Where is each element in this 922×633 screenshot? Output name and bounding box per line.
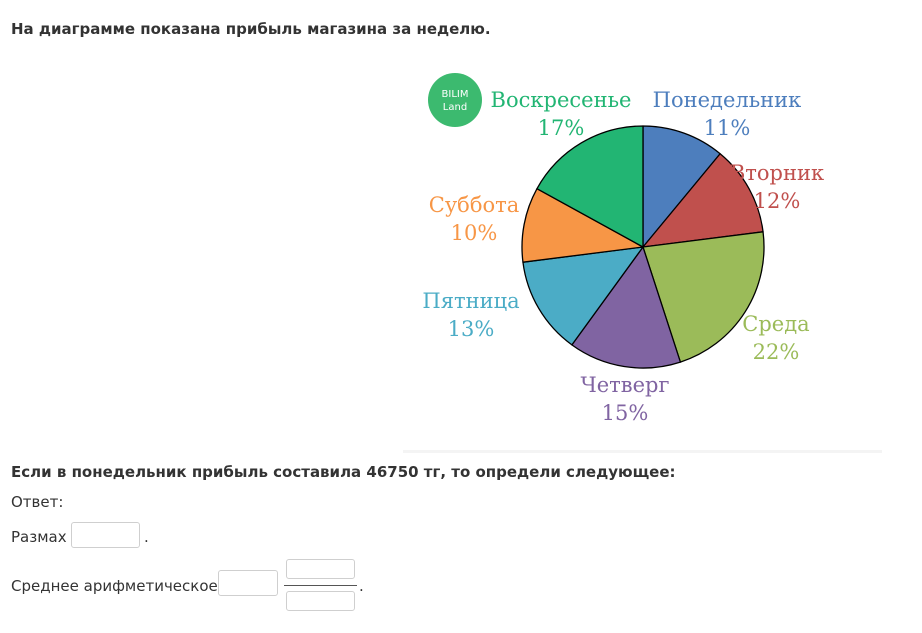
logo-text-line1: BILIM (442, 89, 469, 100)
pie-slice-1 (642, 125, 721, 248)
pie-slice-3 (642, 231, 765, 363)
bilim-land-logo: BILIM Land (428, 73, 482, 127)
pie-value-7: 17% (538, 116, 585, 140)
pie-value-4: 15% (602, 401, 649, 425)
pie-label-3: Среда (742, 312, 809, 336)
pie-label-5: Пятница (422, 289, 519, 313)
pie-slice-6 (521, 188, 644, 263)
pie-value-5: 13% (448, 317, 495, 341)
pie-slice-4 (571, 246, 682, 369)
logo-circle (428, 73, 482, 127)
range-input[interactable] (71, 522, 140, 548)
mean-numerator-input[interactable] (286, 559, 355, 579)
range-label: Размах (11, 528, 67, 546)
mean-whole-input[interactable] (218, 570, 278, 596)
pie-chart: BILIM Land Понедельник 11% Вторник 12% Среда… (403, 60, 882, 452)
answer-label: Ответ: (11, 493, 64, 511)
pie-slice-7 (536, 125, 644, 248)
pie-label-1: Понедельник (653, 88, 802, 112)
pie-value-1: 11% (704, 116, 751, 140)
pie-value-3: 22% (753, 340, 800, 364)
question-task: Если в понедельник прибыль составила 467… (11, 463, 676, 481)
pie-label-2: Вторник (730, 161, 824, 185)
pie-label-7: Воскресенье (491, 88, 632, 112)
mean-denominator-input[interactable] (286, 591, 355, 611)
pie-label-4: Четверг (581, 373, 670, 397)
pie-chart-svg: BILIM Land Понедельник 11% Вторник 12% Среда… (422, 73, 824, 425)
pie-slice-2 (642, 153, 764, 248)
pie-value-6: 10% (451, 221, 498, 245)
fraction-bar (284, 585, 357, 586)
pie-labels: Понедельник 11% Вторник 12% Среда 22% Четверг 1… (422, 88, 824, 425)
chart-divider (403, 450, 882, 453)
pie-label-6: Суббота (429, 193, 520, 217)
pie-slices (521, 125, 765, 369)
pie-slice-5 (522, 246, 644, 346)
mean-label: Среднее арифметическое (11, 577, 218, 595)
pie-value-2: 12% (754, 189, 801, 213)
mean-period: . (359, 577, 364, 595)
logo-text-line2: Land (443, 102, 467, 113)
question-intro: На диаграмме показана прибыль магазина з… (11, 20, 491, 38)
range-period: . (144, 528, 149, 546)
